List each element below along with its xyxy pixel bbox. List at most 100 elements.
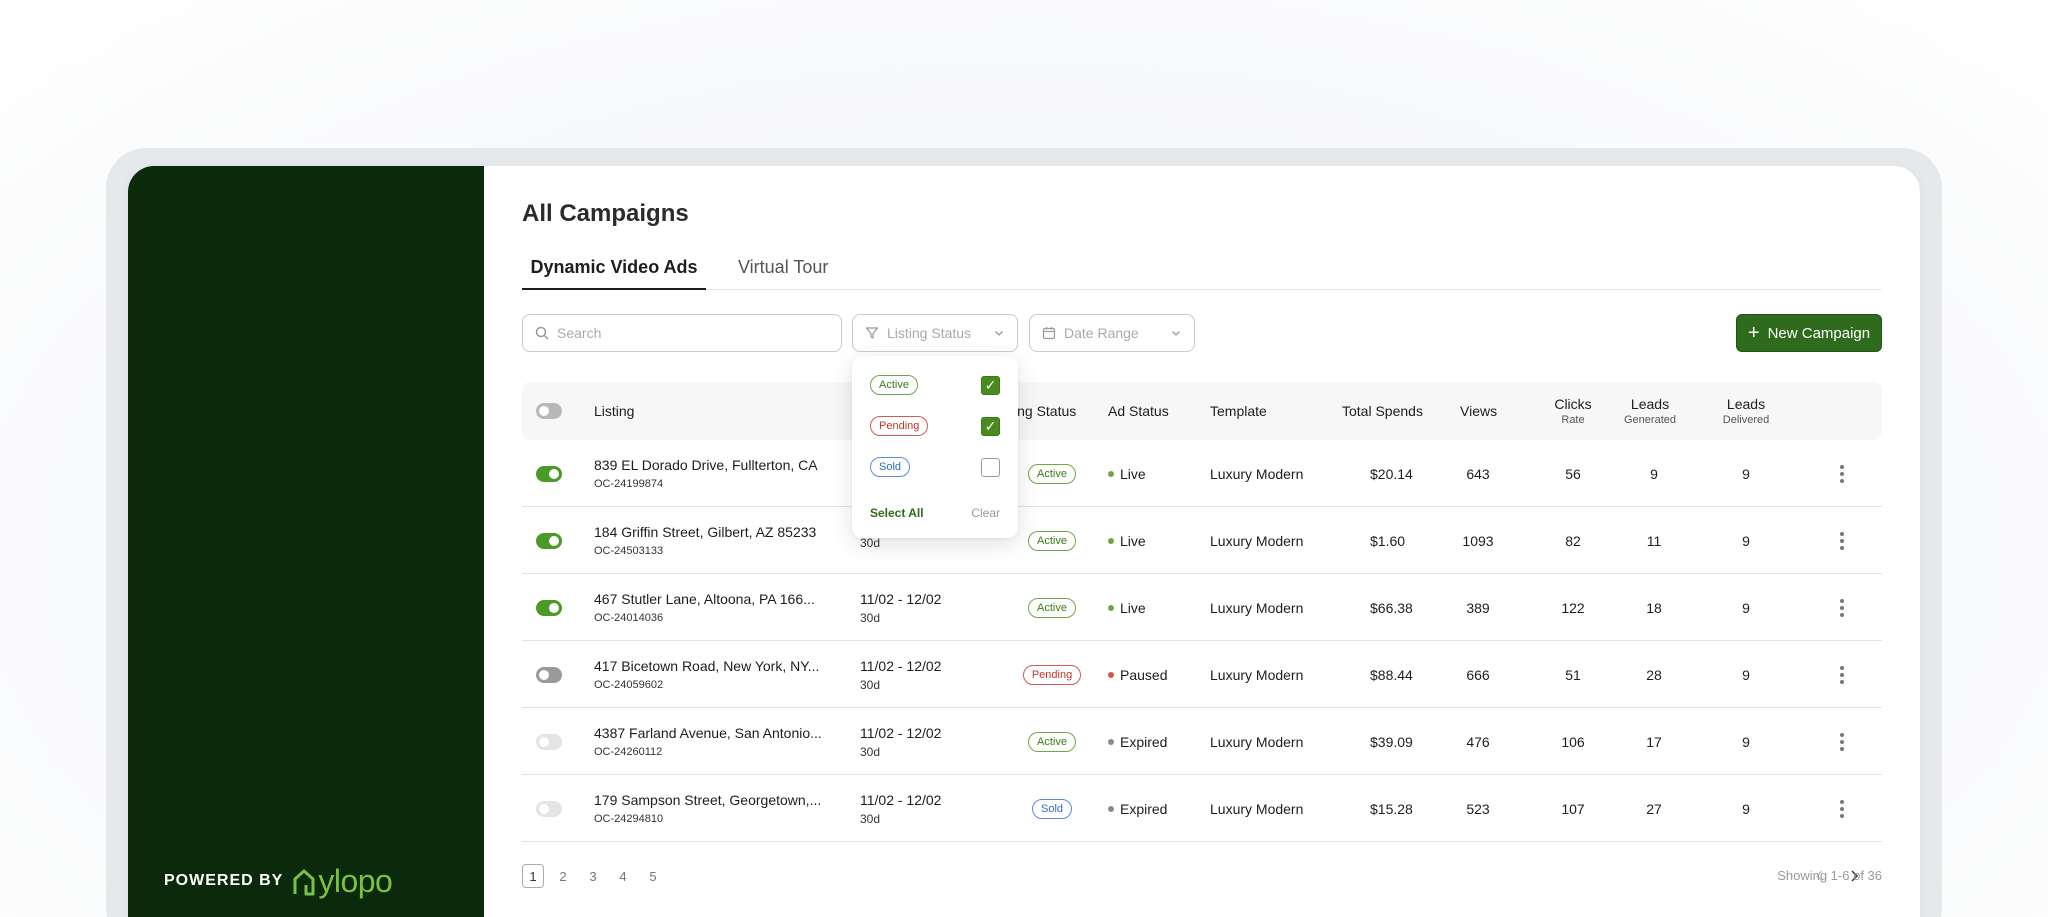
leads-generated-value: 11 xyxy=(1646,532,1662,549)
table-row[interactable]: 839 EL Dorado Drive, Fullterton, CA OC-2… xyxy=(522,440,1882,507)
more-options-icon[interactable] xyxy=(1840,531,1844,550)
template-value: Luxury Modern xyxy=(1210,800,1304,817)
leads-generated-cell: 9 xyxy=(1624,440,1684,507)
listing-address[interactable]: 839 EL Dorado Drive, Fullterton, CA xyxy=(594,457,818,473)
header-toggle-cell xyxy=(536,382,562,440)
more-options-icon[interactable] xyxy=(1840,732,1844,751)
row-actions-cell xyxy=(1832,574,1852,641)
leads-delivered-value: 9 xyxy=(1742,532,1750,549)
campaign-toggle[interactable] xyxy=(536,465,562,482)
search-input[interactable] xyxy=(557,325,817,341)
next-page-button[interactable] xyxy=(1842,864,1866,888)
row-toggle-cell xyxy=(536,440,562,507)
checkbox-checked-icon[interactable]: ✓ xyxy=(981,375,1000,395)
header-listing-status[interactable]: ing Status xyxy=(1014,403,1077,419)
campaign-toggle[interactable] xyxy=(536,733,562,750)
toggle-knob xyxy=(539,406,549,416)
page-3-button[interactable]: 3 xyxy=(589,868,597,884)
page-4-button[interactable]: 4 xyxy=(619,868,627,884)
ad-status-value: Expired xyxy=(1120,800,1168,817)
status-dot-icon xyxy=(1108,604,1114,611)
header-ad-status[interactable]: Ad Status xyxy=(1108,403,1169,419)
row-toggle-cell xyxy=(536,775,562,842)
status-badge: Active xyxy=(1028,731,1076,752)
more-options-icon[interactable] xyxy=(1840,598,1844,617)
toggle-knob xyxy=(539,803,549,814)
listing-status-filter[interactable]: Listing Status xyxy=(852,314,1018,352)
header-leads-gen-label: Leads xyxy=(1630,396,1670,412)
views-value: 389 xyxy=(1466,599,1490,616)
clear-button[interactable]: Clear xyxy=(971,506,1000,520)
page-5-button[interactable]: 5 xyxy=(649,868,657,884)
prev-page-button[interactable] xyxy=(1808,864,1832,888)
listing-status-cell: Active xyxy=(1002,574,1102,641)
listing-address[interactable]: 179 Sampson Street, Georgetown,... xyxy=(594,792,822,808)
table-row[interactable]: 417 Bicetown Road, New York, NY... OC-24… xyxy=(522,641,1882,708)
new-campaign-button[interactable]: + New Campaign xyxy=(1736,314,1882,352)
checkbox-checked-icon[interactable]: ✓ xyxy=(981,416,1000,436)
template-value: Luxury Modern xyxy=(1210,733,1304,750)
leads-delivered-cell: 9 xyxy=(1716,775,1776,842)
views-cell: 643 xyxy=(1448,440,1508,507)
table-row[interactable]: 179 Sampson Street, Georgetown,... OC-24… xyxy=(522,775,1882,842)
ad-status-value: Paused xyxy=(1120,666,1168,683)
leads-generated-value: 28 xyxy=(1646,666,1662,683)
more-options-icon[interactable] xyxy=(1840,665,1844,684)
header-template[interactable]: Template xyxy=(1210,403,1267,419)
tab-dynamic-video-ads[interactable]: Dynamic Video Ads xyxy=(522,250,706,290)
date-cell: 11/02 - 12/02 30d xyxy=(860,708,941,775)
header-total-spends[interactable]: Total Spends xyxy=(1342,403,1423,419)
campaign-toggle[interactable] xyxy=(536,599,562,616)
leads-generated-cell: 17 xyxy=(1624,708,1684,775)
header-leads-generated[interactable]: Leads Generated xyxy=(1620,382,1680,440)
spend-value: $39.09 xyxy=(1370,733,1413,750)
duration-value: 30d xyxy=(860,677,881,692)
checkbox-icon[interactable] xyxy=(981,457,1000,477)
spend-value: $66.38 xyxy=(1370,599,1413,616)
table-row[interactable]: 184 Griffin Street, Gilbert, AZ 85233 OC… xyxy=(522,507,1882,574)
table-row[interactable]: 4387 Farland Avenue, San Antonio... OC-2… xyxy=(522,708,1882,775)
campaign-toggle[interactable] xyxy=(536,666,562,683)
date-range-filter[interactable]: Date Range xyxy=(1029,314,1195,352)
date-range-label: Date Range xyxy=(1064,325,1139,341)
leads-generated-value: 27 xyxy=(1646,800,1662,817)
row-actions-cell xyxy=(1832,708,1852,775)
select-all-toggle[interactable] xyxy=(536,403,562,419)
header-views[interactable]: Views xyxy=(1460,403,1498,419)
campaign-toggle[interactable] xyxy=(536,532,562,549)
more-options-icon[interactable] xyxy=(1840,799,1844,818)
plus-icon: + xyxy=(1747,322,1760,344)
leads-delivered-value: 9 xyxy=(1742,599,1750,616)
status-option-active[interactable]: Active ✓ xyxy=(870,372,1000,398)
header-leads-gen-sub: Generated xyxy=(1624,414,1676,426)
header-leads-delivered[interactable]: Leads Delivered xyxy=(1716,382,1776,440)
status-option-pending[interactable]: Pending ✓ xyxy=(870,413,1000,439)
header-clicks[interactable]: Clicks Rate xyxy=(1548,382,1598,440)
listing-cell: 179 Sampson Street, Georgetown,... OC-24… xyxy=(594,775,821,842)
leads-delivered-value: 9 xyxy=(1742,465,1750,482)
table-body: 839 EL Dorado Drive, Fullterton, CA OC-2… xyxy=(522,440,1882,842)
leads-delivered-value: 9 xyxy=(1742,733,1750,750)
table-row[interactable]: 467 Stutler Lane, Altoona, PA 166... OC-… xyxy=(522,574,1882,641)
duration-value: 30d xyxy=(860,744,881,759)
tab-virtual-tour[interactable]: Virtual Tour xyxy=(738,257,829,277)
more-options-icon[interactable] xyxy=(1840,464,1844,483)
status-badge: Sold xyxy=(1031,798,1073,819)
listing-address[interactable]: 184 Griffin Street, Gilbert, AZ 85233 xyxy=(594,524,817,540)
leads-delivered-cell: 9 xyxy=(1716,708,1776,775)
campaigns-table: Listing ing Status Ad Status Template To… xyxy=(522,382,1882,842)
listing-address[interactable]: 467 Stutler Lane, Altoona, PA 166... xyxy=(594,591,815,607)
page-2-button[interactable]: 2 xyxy=(559,868,567,884)
leads-delivered-cell: 9 xyxy=(1716,641,1776,708)
select-all-button[interactable]: Select All xyxy=(870,506,924,520)
ad-status-cell: Live xyxy=(1108,507,1146,574)
header-listing[interactable]: Listing xyxy=(594,403,635,419)
listing-address[interactable]: 4387 Farland Avenue, San Antonio... xyxy=(594,725,822,741)
status-option-sold[interactable]: Sold xyxy=(870,454,1000,480)
status-dot-icon xyxy=(1108,805,1114,812)
listing-address[interactable]: 417 Bicetown Road, New York, NY... xyxy=(594,658,820,674)
page-1-button[interactable]: 1 xyxy=(522,864,544,888)
campaign-toggle[interactable] xyxy=(536,800,562,817)
row-actions-cell xyxy=(1832,775,1852,842)
